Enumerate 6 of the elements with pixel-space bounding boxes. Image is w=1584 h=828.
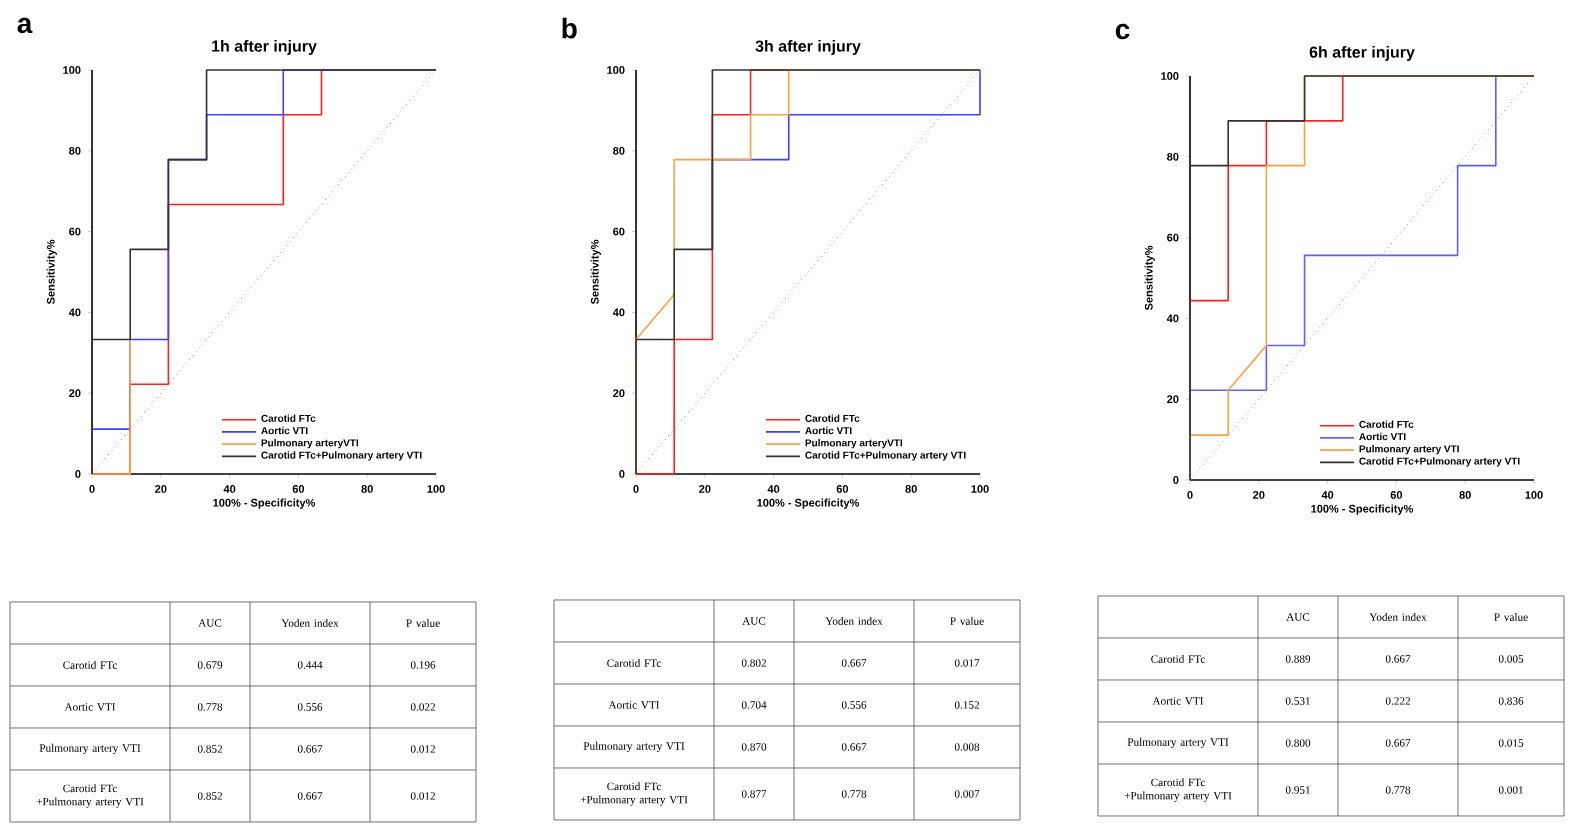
chart-title: 3h after injury <box>755 39 861 55</box>
text: b <box>562 17 577 39</box>
text: a <box>17 17 33 34</box>
text: c <box>1115 23 1130 40</box>
chart-title: 1h after injury <box>212 39 317 55</box>
chart-title: 6h after injury <box>1309 45 1415 61</box>
